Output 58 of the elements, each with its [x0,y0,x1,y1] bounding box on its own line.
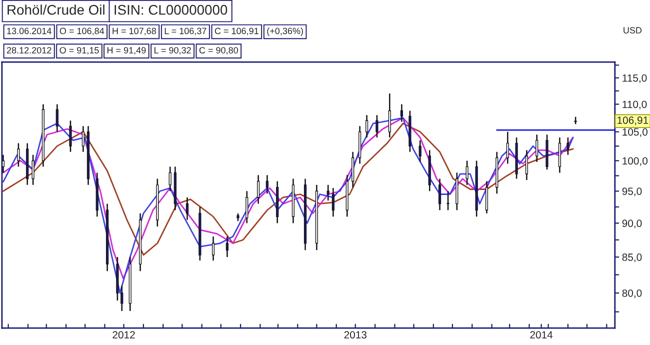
text: 28.12.2012 [6,47,52,54]
candlestick [366,114,368,138]
candlestick [352,151,354,188]
y-tick-label: 115,0 [622,74,647,83]
text: O = 106,84 [60,28,104,36]
text: O = 91,15 [60,47,99,55]
candlestick [226,236,229,258]
line-series [2,122,574,256]
candlestick [69,120,72,153]
candlestick [446,190,450,211]
y-tick-label: 110,0 [622,100,647,110]
candlestick [17,142,20,168]
candlestick [2,154,5,174]
y-tick-label: 90,0 [622,220,642,228]
candlestick [485,180,488,214]
candlestick [388,92,391,138]
text: H = 107,68 [112,28,156,36]
x-tick-label: 2012 [112,331,135,339]
candlestick [246,190,248,224]
candlestick [266,174,268,194]
candlestick [186,196,189,221]
candlestick [32,154,34,186]
candlestick [438,178,442,211]
x-tick-label: 2013 [344,331,367,339]
text: H = 91,49 [107,47,146,55]
candlestick [466,160,468,186]
candlestick [168,166,172,192]
text: L = 90,32 [154,47,191,55]
candlestick [400,104,403,122]
candlestick [82,126,84,153]
text: 13.06.2014 [7,28,52,34]
candlestick [376,114,378,138]
candlestick [326,184,330,202]
text: Rohöl/Crude Oil [8,4,104,15]
y-tick-label: 80,0 [622,289,642,298]
y-tick-label: 95,0 [622,188,642,196]
y-tick-label: 105,0 [622,128,648,137]
text: 106,91 [618,116,648,126]
candlestick [332,187,334,218]
candlestick [525,150,528,181]
candlestick [558,136,561,174]
text: (+0,36%) [267,28,303,36]
text: ISIN: CL00000000 [114,4,228,15]
y-tick-label: 85,0 [622,254,642,262]
text: L = 106,37 [164,28,206,36]
candlestick [566,136,570,156]
text: C = 90,80 [199,47,238,55]
candlestick [536,134,538,163]
text: C = 106,91 [214,28,258,36]
candlestick [418,140,422,163]
candlestick [56,104,58,132]
y-tick-label: 100,0 [622,157,648,166]
candlestick [120,285,124,312]
x-tick-label: 2014 [530,331,553,339]
candlestick [506,131,509,164]
candlestick [256,174,260,204]
text: USD [624,27,642,34]
candlestick [212,236,215,262]
